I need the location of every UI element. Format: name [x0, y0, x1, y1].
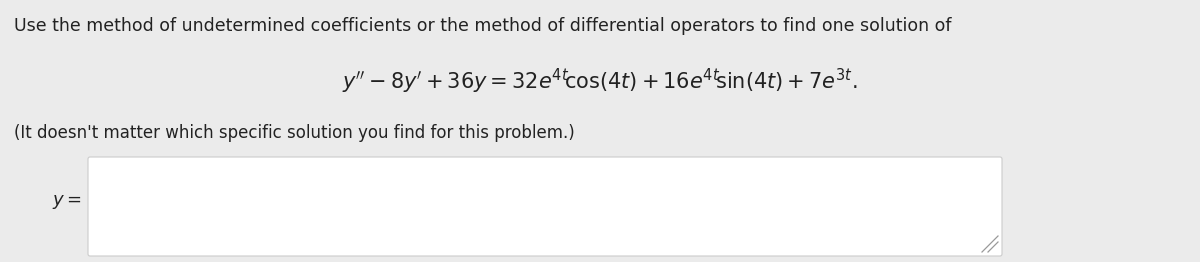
Text: Use the method of undetermined coefficients or the method of differential operat: Use the method of undetermined coefficie…: [14, 17, 952, 35]
FancyBboxPatch shape: [88, 157, 1002, 256]
Text: $y =$: $y =$: [53, 193, 82, 211]
Text: (It doesn't matter which specific solution you find for this problem.): (It doesn't matter which specific soluti…: [14, 124, 575, 142]
Text: $y'' - 8y' + 36y = 32e^{4t}\!\cos(4t) + 16e^{4t}\!\sin(4t) + 7e^{3t}.$: $y'' - 8y' + 36y = 32e^{4t}\!\cos(4t) + …: [342, 67, 858, 96]
